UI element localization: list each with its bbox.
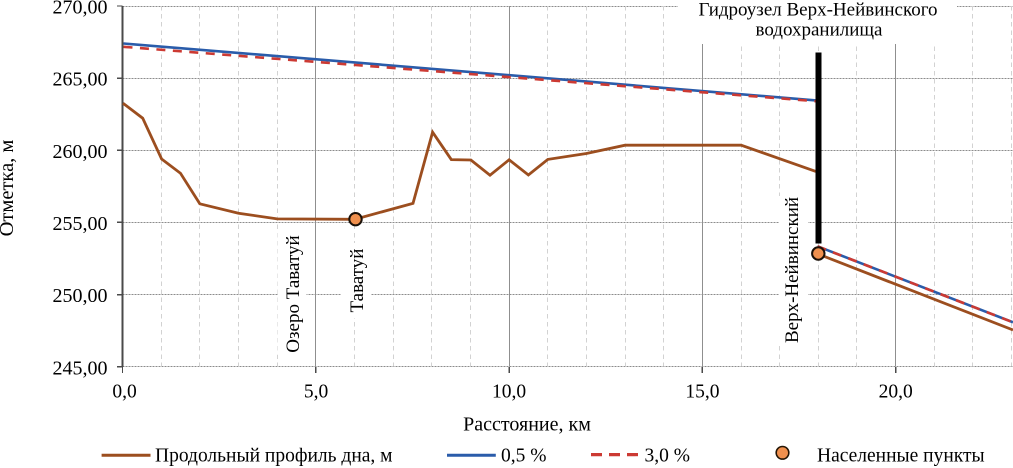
svg-text:5,0: 5,0 [304,382,328,403]
svg-text:245,00: 245,00 [53,357,108,379]
svg-text:20,0: 20,0 [879,382,913,403]
svg-text:Таватуй: Таватуй [347,249,368,313]
svg-text:250,00: 250,00 [53,285,108,307]
svg-text:Отметка, м: Отметка, м [0,140,18,237]
svg-text:Продольный профиль дна, м: Продольный профиль дна, м [155,445,393,466]
svg-text:Верх-Нейвинский: Верх-Нейвинский [782,197,803,343]
svg-text:Расстояние, км: Расстояние, км [463,414,591,436]
svg-text:0,5 %: 0,5 % [501,445,547,466]
svg-text:3,0 %: 3,0 % [645,445,691,466]
svg-text:0,0: 0,0 [112,382,136,403]
svg-text:270,00: 270,00 [53,0,108,19]
svg-text:15,0: 15,0 [685,382,719,403]
svg-text:водохранилища: водохранилища [756,20,884,41]
svg-text:255,00: 255,00 [53,213,108,235]
svg-text:260,00: 260,00 [53,141,108,163]
svg-text:Гидроузел Верх-Нейвинского: Гидроузел Верх-Нейвинского [698,0,937,21]
svg-text:Населенные пункты: Населенные пункты [817,445,985,466]
svg-text:10,0: 10,0 [492,382,526,403]
svg-text:Озеро Таватуй: Озеро Таватуй [283,235,304,352]
svg-text:265,00: 265,00 [53,69,108,91]
